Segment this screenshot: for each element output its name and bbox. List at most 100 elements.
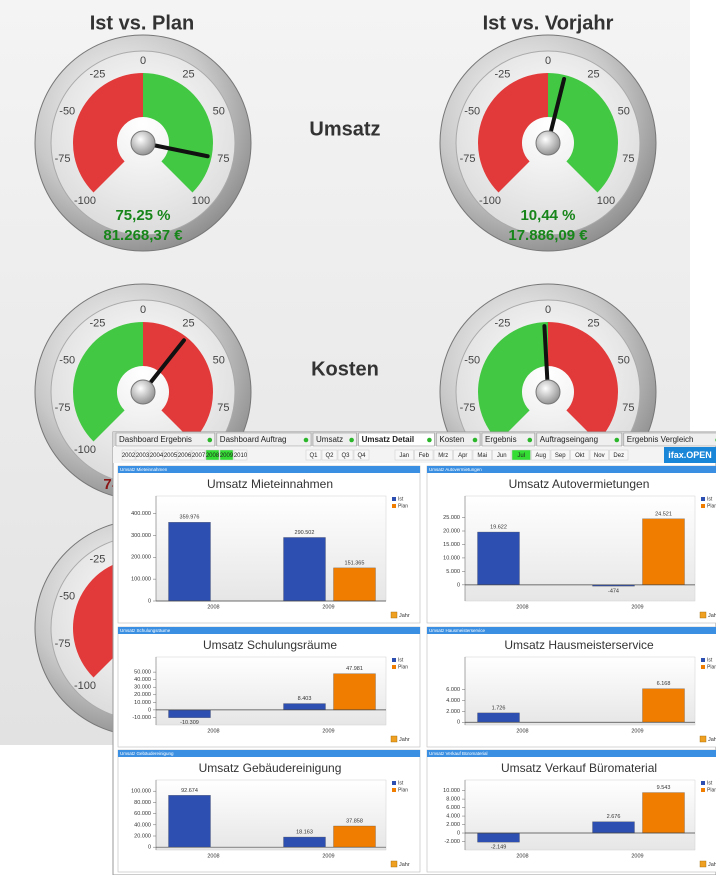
filter-chip-label[interactable]: Q2: [325, 453, 334, 459]
bar: [478, 833, 520, 842]
y-tick-label: 80.000: [134, 800, 151, 806]
filter-chip-label[interactable]: Mai: [477, 453, 487, 459]
gauge-percent: 10,44 %: [520, 207, 575, 224]
gauge-scale-label: 50: [618, 355, 630, 367]
tab-status-dot: [208, 438, 213, 443]
filter-chip-label[interactable]: 2005: [164, 453, 178, 459]
gauge-hub: [536, 131, 560, 155]
y-tick-label: -10.000: [132, 715, 151, 721]
bar: [643, 519, 685, 585]
filter-chip-label[interactable]: 2004: [150, 453, 164, 459]
gauge-scale-label: -50: [59, 591, 75, 603]
value-label: 9.543: [657, 785, 671, 791]
value-label: -2.149: [491, 845, 507, 851]
chart-button-icon[interactable]: [700, 612, 706, 618]
x-tick-label: 2008: [207, 728, 219, 734]
tab-label[interactable]: Auftragseingang: [540, 435, 598, 444]
gauge-scale-label: -75: [55, 402, 71, 414]
filter-chip-label[interactable]: Dez: [613, 453, 624, 459]
y-tick-label: 200.000: [131, 555, 151, 561]
chart-button-label[interactable]: Jahr: [708, 737, 716, 743]
filter-chip-label[interactable]: Mrz: [438, 453, 448, 459]
chart-button-icon[interactable]: [391, 861, 397, 867]
chart-button-icon[interactable]: [700, 861, 706, 867]
legend-label: Plan: [398, 787, 408, 793]
y-tick-label: 20.000: [134, 692, 151, 698]
filter-chip-label[interactable]: 2007: [192, 453, 206, 459]
filter-chip-label[interactable]: 2008: [206, 453, 220, 459]
gauge-scale-label: 50: [213, 355, 225, 367]
chart-title: Umsatz Verkauf Büromaterial: [501, 761, 657, 775]
tab-label[interactable]: Ergebnis Vergleich: [627, 435, 694, 444]
filter-chip-label[interactable]: Q3: [341, 453, 350, 459]
y-tick-label: 10.000: [443, 788, 460, 794]
tab-label[interactable]: Dashboard Auftrag: [220, 435, 287, 444]
panel-header-label: Umsatz Mieteinnahmen: [120, 467, 168, 472]
legend-swatch: [701, 658, 705, 662]
filter-chip-label[interactable]: 2006: [178, 453, 192, 459]
value-label: 37.858: [346, 818, 363, 824]
filter-chip-label[interactable]: 2010: [234, 453, 248, 459]
filter-chip-label[interactable]: 2009: [220, 453, 234, 459]
chart-button-label[interactable]: Jahr: [399, 737, 410, 743]
x-tick-label: 2009: [322, 728, 334, 734]
filter-chip-label[interactable]: Q1: [309, 453, 318, 459]
value-label: 359.976: [180, 515, 200, 521]
filter-chip-label[interactable]: Jun: [497, 453, 507, 459]
filter-chip-label[interactable]: Feb: [419, 453, 430, 459]
chart-button-label[interactable]: Jahr: [708, 862, 716, 868]
tab-label[interactable]: Ergebnis: [485, 435, 517, 444]
chart-button-icon[interactable]: [391, 736, 397, 742]
chart-panel: Umsatz MieteinnahmenUmsatz Mieteinnahmen…: [118, 466, 420, 623]
gauge-hub: [131, 380, 155, 404]
legend-label: Ist: [398, 496, 404, 502]
gauge: -100-75-50-25025507510010,44 %17.886,09 …: [440, 35, 656, 251]
filter-chip-label[interactable]: Jan: [399, 453, 409, 459]
filter-chip-label[interactable]: 2002: [122, 453, 136, 459]
gauge-scale-label: -25: [494, 318, 510, 330]
filter-chip-label[interactable]: Nov: [594, 453, 605, 459]
legend-swatch: [701, 497, 705, 501]
filter-chip-label[interactable]: Apr: [458, 453, 467, 459]
tab-status-dot: [528, 438, 533, 443]
y-tick-label: 10.000: [443, 555, 460, 561]
filter-chip-label[interactable]: Okt: [575, 453, 585, 459]
gauge-scale-label: -25: [89, 318, 105, 330]
logo: ifax.OPEN: [668, 450, 712, 460]
legend-label: Ist: [707, 780, 713, 786]
legend-swatch: [701, 665, 705, 669]
y-tick-label: 10.000: [134, 700, 151, 706]
tab-status-dot: [427, 438, 432, 443]
chart-button-label[interactable]: Jahr: [708, 613, 716, 619]
filter-chip-label[interactable]: Jul: [517, 453, 525, 459]
chart-button-label[interactable]: Jahr: [399, 613, 410, 619]
gauge-scale-label: -100: [74, 680, 96, 692]
y-tick-label: 100.000: [131, 789, 151, 795]
filter-chip-label[interactable]: Sep: [555, 453, 566, 459]
y-tick-label: -2.000: [444, 839, 460, 845]
filter-chip-label[interactable]: Aug: [535, 453, 546, 459]
value-label: 47.981: [346, 666, 363, 672]
legend-label: Plan: [398, 503, 408, 509]
y-tick-label: 0: [148, 845, 151, 851]
tab-label[interactable]: Dashboard Ergebnis: [119, 435, 192, 444]
chart-button-label[interactable]: Jahr: [399, 862, 410, 868]
chart-button-icon[interactable]: [700, 736, 706, 742]
y-tick-label: 0: [457, 830, 460, 836]
filter-chip-label[interactable]: 2003: [136, 453, 150, 459]
panel-header-label: Umsatz Verkauf Büromaterial: [429, 751, 488, 756]
y-tick-label: 40.000: [134, 822, 151, 828]
gauge-percent: 75,25 %: [115, 207, 170, 224]
value-label: 8.403: [298, 696, 312, 702]
x-tick-label: 2008: [516, 604, 528, 610]
legend-swatch: [392, 665, 396, 669]
gauge-scale-label: -50: [59, 355, 75, 367]
tab-label[interactable]: Kosten: [439, 435, 464, 444]
tab-label[interactable]: Umsatz Detail: [362, 435, 414, 444]
filter-chip-label[interactable]: Q4: [357, 453, 366, 459]
y-tick-label: 6.000: [446, 687, 460, 693]
tab-label[interactable]: Umsatz: [316, 435, 343, 444]
chart-button-icon[interactable]: [391, 612, 397, 618]
legend-swatch: [701, 781, 705, 785]
legend-swatch: [701, 504, 705, 508]
